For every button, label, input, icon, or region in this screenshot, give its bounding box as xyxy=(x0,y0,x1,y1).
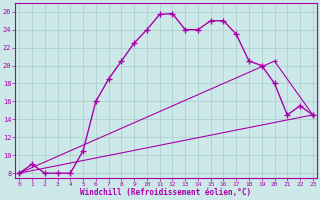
X-axis label: Windchill (Refroidissement éolien,°C): Windchill (Refroidissement éolien,°C) xyxy=(80,188,252,197)
